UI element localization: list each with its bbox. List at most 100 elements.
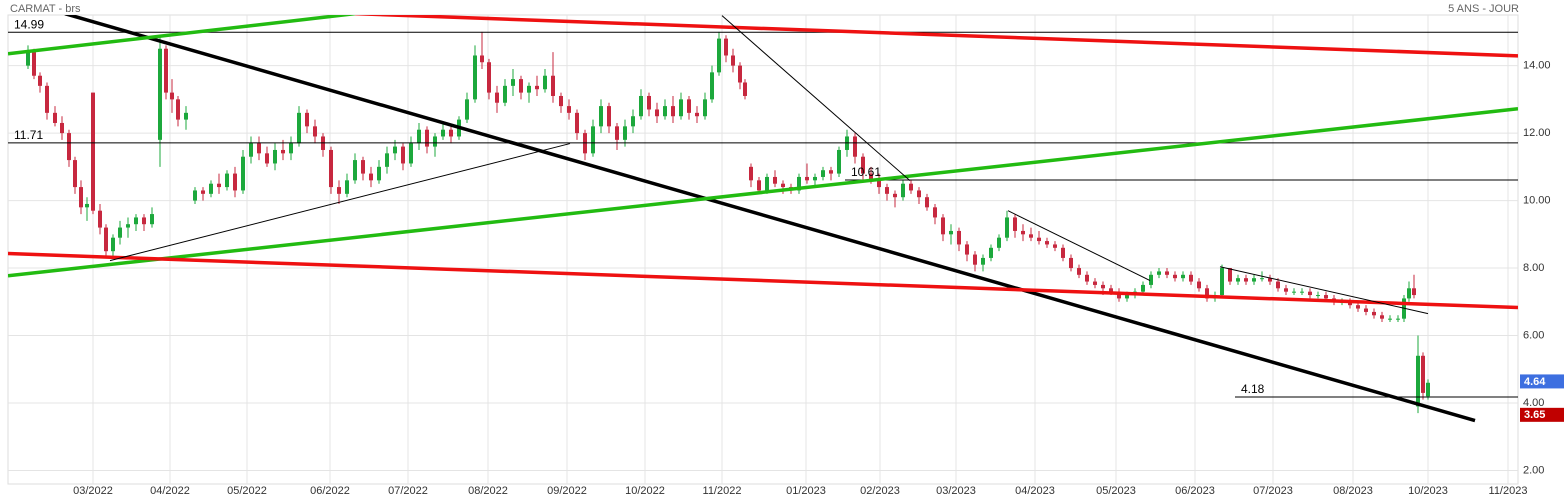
candle-body	[79, 187, 83, 208]
candle-body	[1228, 268, 1232, 282]
x-tick-label: 11/2022	[703, 485, 742, 497]
candle-body	[1244, 278, 1248, 282]
candle-body	[361, 160, 365, 174]
candle-body	[813, 176, 817, 181]
candle-body	[193, 190, 197, 201]
candle-body	[1029, 234, 1033, 238]
candle-body	[933, 207, 937, 218]
x-tick-label: 04/2022	[150, 485, 190, 497]
candle-body	[949, 230, 953, 235]
candle-body	[749, 166, 753, 181]
x-tick-label: 11/2023	[1489, 485, 1528, 497]
candle-body	[503, 85, 507, 103]
plot-frame	[7, 14, 1519, 485]
price-tag	[1520, 407, 1564, 422]
candle-body	[724, 38, 728, 56]
candle-body	[353, 160, 357, 181]
candle-body	[837, 149, 841, 174]
x-tick-label: 10/2022	[625, 485, 665, 497]
candle-body	[647, 95, 651, 110]
candle-body	[1308, 291, 1312, 296]
candle-body	[615, 126, 619, 140]
candle-body	[973, 254, 977, 265]
candle-body	[559, 95, 563, 107]
candle-body	[425, 129, 429, 147]
candle-body	[829, 170, 833, 174]
y-tick-label: 10.00	[1523, 194, 1551, 206]
candle-body	[104, 227, 108, 252]
candle-body	[1364, 308, 1368, 312]
candle-body	[73, 160, 77, 188]
candle-body	[217, 183, 221, 188]
candle-body	[473, 55, 477, 100]
candle-body	[417, 129, 421, 144]
candle-body	[91, 92, 95, 211]
candle-body	[519, 79, 523, 93]
candle-body	[225, 173, 229, 188]
candle-body	[45, 85, 49, 113]
candle-body	[385, 153, 389, 167]
candle-body	[535, 85, 539, 90]
candle-body	[249, 143, 253, 157]
candle-body	[511, 79, 515, 86]
candle-body	[885, 187, 889, 194]
plot: 14.99 11.71 10.61 4.18	[8, 15, 1518, 423]
trend-line	[109, 143, 571, 262]
candle-body	[687, 99, 691, 113]
candle-body	[60, 122, 64, 134]
level-label: 4.18	[1241, 382, 1265, 396]
y-tick-label: 14.00	[1523, 60, 1551, 72]
candle-body	[893, 193, 897, 198]
candle-body	[1045, 241, 1049, 245]
candle-body	[1077, 268, 1081, 275]
candle-body	[150, 214, 154, 225]
candle-body	[1356, 305, 1360, 309]
candle-body	[821, 170, 825, 177]
candle-body	[599, 106, 603, 127]
candle-body	[1173, 274, 1177, 279]
candle-body	[1380, 315, 1384, 319]
trend-line	[64, 15, 1476, 423]
candle-body	[170, 92, 174, 100]
candle-body	[305, 112, 309, 127]
candle-body	[433, 136, 437, 147]
candle-body	[158, 48, 162, 140]
candle-body	[965, 244, 969, 255]
candle-body	[495, 92, 499, 103]
candle-body	[184, 112, 188, 120]
candle-body	[1005, 217, 1009, 238]
grid	[8, 15, 1518, 484]
x-tick-label: 05/2022	[227, 485, 267, 497]
candle-body	[487, 62, 491, 93]
candle-body	[1276, 281, 1280, 289]
candle-body	[1037, 237, 1041, 242]
candle-body	[1141, 284, 1145, 292]
candle-body	[1069, 257, 1073, 269]
trend-line	[354, 15, 1518, 58]
candle-body	[297, 112, 301, 144]
price-tag	[1520, 374, 1564, 389]
candle-body	[989, 247, 993, 258]
candle-body	[757, 180, 761, 191]
price-tag-label: 3.65	[1524, 409, 1545, 421]
candle-body	[1284, 288, 1288, 292]
chart-title: CARMAT - brs	[10, 3, 81, 15]
candle-body	[38, 75, 42, 86]
candle-body	[710, 72, 714, 100]
level-label: 11.71	[14, 128, 43, 142]
x-tick-label: 04/2023	[1015, 485, 1055, 497]
candle-body	[241, 156, 245, 191]
candle-body	[377, 166, 381, 181]
x-tick-label: 03/2022	[73, 485, 113, 497]
y-tick-label: 12.00	[1523, 127, 1551, 139]
candle-body	[1189, 274, 1193, 282]
candle-body	[1260, 278, 1264, 280]
candle-body	[765, 176, 769, 191]
x-tick-label: 08/2022	[468, 485, 508, 497]
candle-body	[67, 133, 71, 161]
trend-line	[8, 251, 1518, 310]
candle-body	[329, 149, 333, 188]
candle-body	[591, 126, 595, 154]
chart-subtitle: 5 ANS - JOUR	[1448, 3, 1519, 15]
